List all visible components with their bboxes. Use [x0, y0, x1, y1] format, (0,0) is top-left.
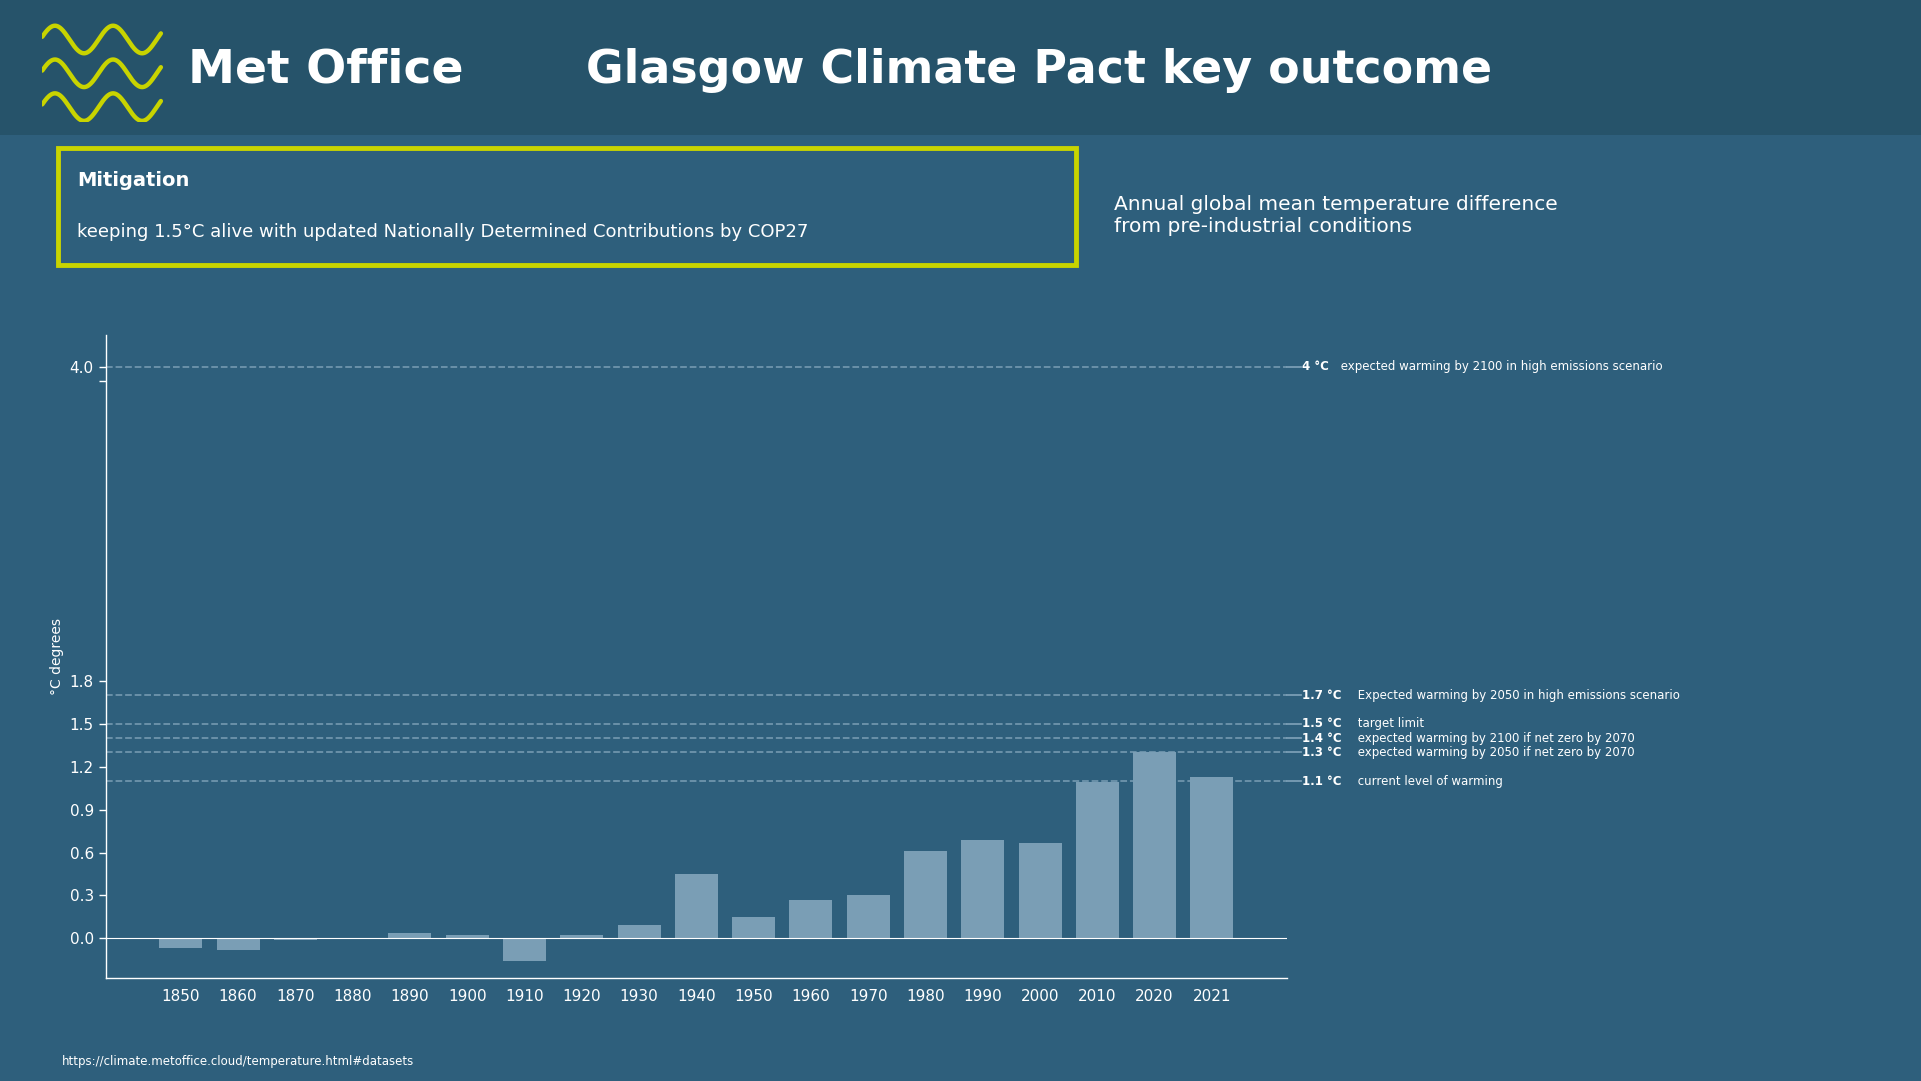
Bar: [732, 917, 776, 938]
Text: 1.4 °C: 1.4 °C: [1302, 732, 1343, 745]
Text: Glasgow Climate Pact key outcome: Glasgow Climate Pact key outcome: [586, 48, 1493, 93]
Bar: [790, 899, 832, 938]
Text: Annual global mean temperature difference
from pre-industrial conditions: Annual global mean temperature differenc…: [1114, 195, 1558, 236]
Text: 1.7 °C: 1.7 °C: [1302, 689, 1343, 702]
Text: https://climate.metoffice.cloud/temperature.html#datasets: https://climate.metoffice.cloud/temperat…: [61, 1055, 413, 1068]
Bar: [619, 925, 661, 938]
Text: keeping 1.5°C alive with updated Nationally Determined Contributions by COP27: keeping 1.5°C alive with updated Nationa…: [77, 223, 809, 241]
Bar: [674, 873, 718, 938]
Text: expected warming by 2050 if net zero by 2070: expected warming by 2050 if net zero by …: [1354, 746, 1635, 759]
Text: expected warming by 2100 in high emissions scenario: expected warming by 2100 in high emissio…: [1337, 360, 1664, 373]
Text: 4 °C: 4 °C: [1302, 360, 1329, 373]
Bar: [1133, 752, 1176, 938]
Bar: [561, 935, 603, 938]
Bar: [847, 895, 889, 938]
Text: target limit: target limit: [1354, 718, 1425, 731]
Text: current level of warming: current level of warming: [1354, 775, 1502, 788]
Bar: [1076, 783, 1118, 938]
Text: Met Office: Met Office: [188, 48, 463, 93]
Text: 1.3 °C: 1.3 °C: [1302, 746, 1343, 759]
Bar: [446, 935, 488, 938]
Text: 1.1 °C: 1.1 °C: [1302, 775, 1343, 788]
Bar: [1191, 777, 1233, 938]
Bar: [1018, 842, 1062, 938]
Bar: [159, 938, 202, 948]
Text: expected warming by 2100 if net zero by 2070: expected warming by 2100 if net zero by …: [1354, 732, 1635, 745]
Bar: [905, 851, 947, 938]
Text: Expected warming by 2050 in high emissions scenario: Expected warming by 2050 in high emissio…: [1354, 689, 1681, 702]
Bar: [275, 938, 317, 939]
Text: Mitigation: Mitigation: [77, 171, 188, 190]
Bar: [388, 933, 432, 938]
Text: 1.5 °C: 1.5 °C: [1302, 718, 1343, 731]
Bar: [960, 840, 1005, 938]
Bar: [503, 938, 546, 961]
Bar: [217, 938, 259, 950]
Y-axis label: °C degrees: °C degrees: [50, 618, 63, 695]
